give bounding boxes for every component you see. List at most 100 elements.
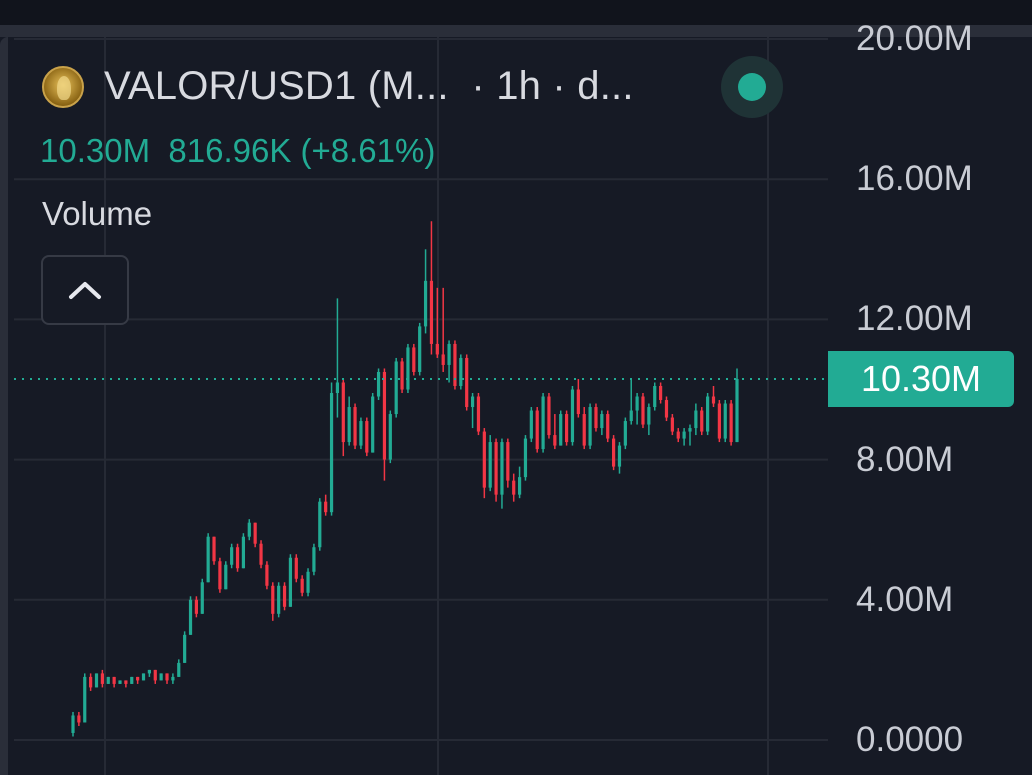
candle-up bbox=[200, 582, 204, 614]
candle-down bbox=[259, 543, 263, 565]
candle-down bbox=[664, 400, 669, 418]
candle-up bbox=[623, 421, 627, 446]
candle-up bbox=[312, 547, 316, 572]
candle-up bbox=[318, 501, 322, 548]
candle-down bbox=[294, 557, 298, 579]
candle-down bbox=[606, 414, 610, 439]
candle-up bbox=[388, 414, 392, 460]
candle-up bbox=[500, 442, 504, 495]
candle-up bbox=[541, 396, 545, 450]
candle-down bbox=[235, 547, 240, 569]
candle-up bbox=[447, 343, 451, 365]
candle-down bbox=[441, 354, 445, 365]
collapse-indicators-button[interactable] bbox=[41, 255, 129, 325]
candle-down bbox=[476, 396, 481, 432]
candle-down bbox=[77, 715, 81, 723]
candle-up bbox=[376, 371, 381, 397]
y-tick-label: 20.00M bbox=[856, 19, 973, 58]
candle-down bbox=[124, 680, 128, 684]
candle-up bbox=[288, 557, 293, 607]
candle-down bbox=[300, 578, 304, 593]
y-tick-label: 16.00M bbox=[856, 159, 973, 199]
candle-down bbox=[553, 435, 557, 446]
candle-down bbox=[576, 389, 580, 415]
candle-up bbox=[653, 385, 657, 408]
candle-up bbox=[682, 431, 686, 439]
panel-border-left bbox=[0, 37, 8, 775]
candle-down bbox=[717, 403, 721, 439]
candle-up bbox=[635, 396, 639, 411]
candle-down bbox=[564, 414, 569, 443]
candle-down bbox=[282, 585, 287, 607]
top-bar bbox=[0, 0, 1032, 25]
candle-down bbox=[641, 396, 645, 425]
y-tick-label: 12.00M bbox=[856, 299, 973, 339]
candle-down bbox=[271, 585, 275, 614]
candle-up bbox=[106, 676, 110, 684]
candle-down bbox=[429, 280, 434, 344]
candle-up bbox=[183, 634, 187, 663]
chevron-up-icon bbox=[69, 282, 101, 299]
candle-up bbox=[559, 414, 563, 446]
candles bbox=[71, 221, 739, 737]
candle-down bbox=[582, 414, 586, 446]
volume-indicator-label[interactable]: Volume bbox=[42, 195, 153, 232]
candle-down bbox=[594, 407, 598, 429]
candle-up bbox=[71, 715, 75, 733]
candle-up bbox=[177, 662, 181, 677]
candle-up bbox=[306, 571, 310, 593]
candle-up bbox=[94, 673, 99, 688]
candle-down bbox=[711, 396, 716, 404]
candle-up bbox=[694, 410, 698, 429]
grid bbox=[14, 37, 828, 775]
y-tick-label: 4.00M bbox=[856, 579, 954, 619]
candle-up bbox=[629, 410, 633, 422]
candle-down bbox=[465, 357, 469, 408]
live-status-button[interactable] bbox=[721, 56, 783, 118]
candle-up bbox=[241, 536, 246, 569]
candle-up bbox=[188, 599, 193, 635]
candle-up bbox=[371, 396, 375, 453]
candle-up bbox=[647, 407, 651, 425]
candle-down bbox=[729, 403, 733, 443]
candle-up bbox=[600, 414, 604, 429]
candle-down bbox=[400, 361, 404, 390]
candle-down bbox=[136, 676, 140, 681]
candle-up bbox=[329, 393, 334, 513]
candle-down bbox=[165, 673, 169, 681]
candle-up bbox=[347, 407, 351, 443]
chart-header: VALOR/USD1 (M... · 1h · d... bbox=[42, 64, 634, 109]
price-change-readout: 10.30M 816.96K (+8.61%) bbox=[40, 132, 436, 169]
candle-down bbox=[435, 343, 439, 355]
candle-down bbox=[494, 442, 498, 495]
candle-down bbox=[253, 522, 257, 544]
candle-down bbox=[453, 343, 457, 386]
candle-down bbox=[670, 417, 674, 432]
candle-down bbox=[535, 410, 539, 450]
eagle-coin-logo bbox=[42, 65, 84, 108]
candle-up bbox=[470, 396, 475, 408]
candle-up bbox=[529, 410, 533, 439]
candle-up bbox=[735, 378, 739, 443]
candle-up bbox=[359, 421, 363, 446]
candle-down bbox=[482, 431, 486, 488]
candle-down bbox=[676, 431, 680, 439]
live-dot-icon bbox=[738, 73, 766, 101]
candle-up bbox=[206, 536, 210, 583]
y-tick-label: 0.0000 bbox=[856, 720, 964, 759]
candle-up bbox=[523, 438, 528, 478]
candle-up bbox=[723, 403, 727, 439]
candle-down bbox=[365, 421, 369, 453]
y-tick-label: 8.00M bbox=[856, 439, 954, 479]
last-price-tag: 10.30M bbox=[828, 350, 1014, 407]
symbol-title[interactable]: VALOR/USD1 (M... · 1h · d... bbox=[104, 64, 634, 108]
candle-up bbox=[588, 407, 592, 446]
candle-down bbox=[89, 676, 93, 688]
candle-up bbox=[517, 477, 522, 495]
candle-up bbox=[230, 547, 234, 565]
candle-up bbox=[423, 280, 428, 327]
candle-down bbox=[218, 561, 222, 590]
candle-down bbox=[353, 407, 357, 446]
candle-down bbox=[265, 564, 269, 586]
